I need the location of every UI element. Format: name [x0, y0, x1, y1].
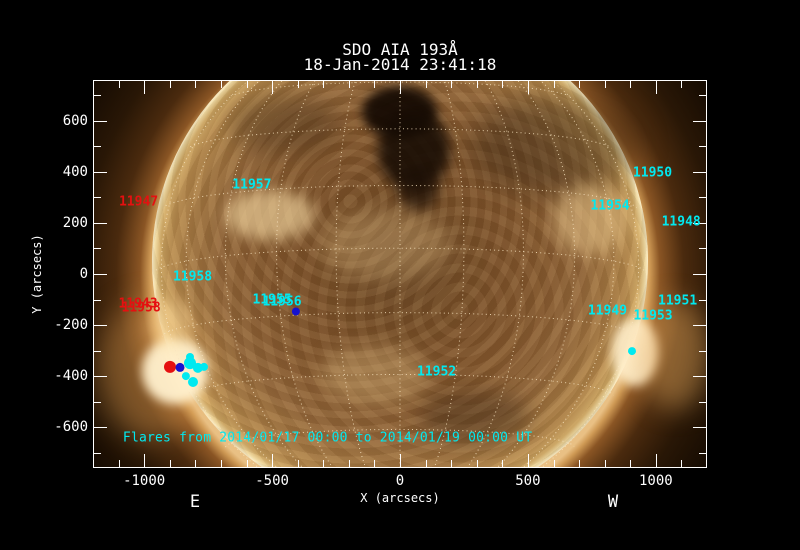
flare-caption: Flares from 2014/01/17 00:00 to 2014/01/…: [122, 430, 533, 446]
region-label: 11947: [118, 194, 159, 210]
y-tick-label: 200: [62, 214, 88, 231]
x-tick-label: -1000: [123, 473, 166, 489]
region-label: 11957: [232, 177, 272, 193]
region-label: 11955: [252, 292, 292, 308]
heliographic-grid: [154, 80, 646, 468]
coronal-hole: [398, 170, 438, 210]
region-label: 11956: [262, 294, 302, 310]
region-label: 11949: [587, 303, 628, 319]
region-label: 11951: [658, 293, 698, 309]
region-label: 11953: [633, 308, 673, 324]
x-tick-label: 0: [395, 473, 405, 489]
flare-marker-red: [164, 360, 176, 373]
region-label: 11958: [172, 269, 213, 285]
y-tick-label: -200: [54, 317, 88, 334]
x-tick-label: 500: [515, 473, 541, 489]
region-label: 11948: [661, 214, 701, 230]
bright-plage: [320, 345, 430, 405]
x-tick-label: 1000: [638, 473, 673, 489]
region-label: 11950: [632, 165, 673, 181]
y-tick-label: 600: [62, 112, 88, 129]
title-block: SDO AIA 193Å 18-Jan-2014 23:41:18: [0, 40, 800, 74]
west-label: W: [607, 492, 619, 512]
y-tick-label: 400: [62, 163, 88, 180]
plot-area: [93, 80, 707, 468]
east-limb-flare-bright: [150, 300, 190, 350]
flare-marker-cyan: [200, 362, 208, 371]
dark-shading-ne: [470, 95, 640, 195]
region-label: 11954: [590, 198, 630, 214]
flare-marker-cyan: [181, 372, 190, 381]
flare-marker-blue: [175, 362, 185, 372]
x-axis-title: X (arcsecs): [360, 491, 440, 505]
active-region-bright: [225, 190, 315, 240]
flare-marker-blue: [291, 307, 300, 316]
x-tick-label: -500: [255, 473, 289, 489]
west-limb-glow: [640, 300, 707, 410]
active-region-bright: [552, 185, 627, 255]
region-label: 11952: [417, 364, 457, 379]
plot-timestamp: 18-Jan-2014 23:41:18: [303, 55, 497, 74]
y-tick-label: -600: [54, 419, 88, 436]
y-axis-title: Y (arcsecs): [30, 234, 44, 314]
bright-plage: [320, 210, 450, 280]
region-label: 11958: [121, 300, 161, 316]
plot-title: SDO AIA 193Å: [342, 40, 458, 59]
flare-marker-cyan: [628, 347, 636, 356]
y-tick-label: 0: [79, 266, 88, 282]
y-tick-label: -400: [54, 368, 88, 385]
east-label: E: [189, 492, 201, 512]
polar-dark-shading: [230, 95, 340, 155]
flare-marker-cyan: [184, 357, 196, 370]
flare-marker-cyan: [188, 377, 198, 387]
region-label: 11943: [118, 296, 158, 312]
dark-shading-s: [420, 390, 530, 445]
flare-marker-cyan: [186, 353, 194, 361]
